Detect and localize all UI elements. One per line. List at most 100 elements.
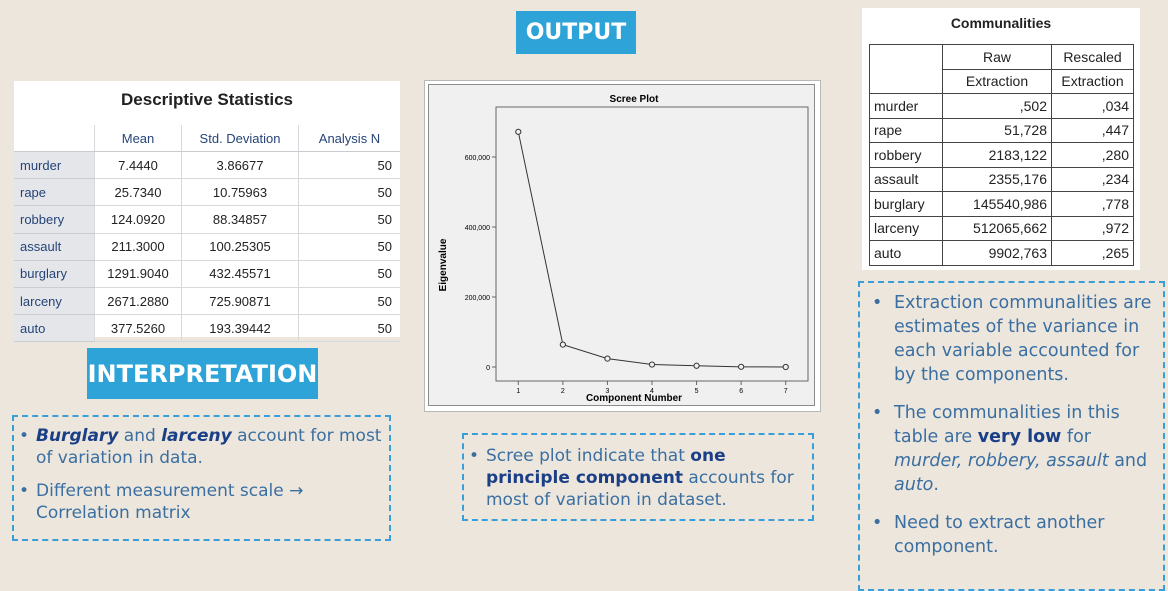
table-cell: 50 [298, 314, 400, 343]
note-text: and [1108, 451, 1148, 471]
row-label: assault [869, 166, 943, 192]
row-label: burglary [869, 191, 943, 217]
table-cell: 377.5260 [94, 314, 182, 343]
x-tick-label: 6 [739, 388, 743, 395]
table-cell: 124.0920 [94, 205, 182, 234]
table-row: murder ,502,034 [869, 93, 1134, 119]
table-cell: ,234 [1051, 166, 1134, 192]
y-tick-label: 600,000 [465, 155, 490, 162]
x-tick-label: 7 [784, 388, 788, 395]
header-rescaled-extraction: Extraction [1051, 68, 1134, 94]
interpretation-note-left: Burglary and larceny account for most of… [12, 415, 391, 541]
data-point [559, 341, 566, 348]
y-axis-label: Eigenvalue [438, 238, 449, 291]
comm-header-blank-2 [869, 69, 943, 94]
table-cell: 7.4440 [94, 151, 182, 180]
chart-title: Scree Plot [610, 94, 660, 105]
very-low-emphasis: very low [977, 427, 1062, 447]
row-label: burglary [14, 260, 95, 288]
scree-plot-svg: Scree Plot Component Number Eigenvalue 0… [438, 94, 809, 404]
variables-list: murder, robbery, assault [894, 451, 1109, 471]
row-label: assault [14, 233, 95, 261]
table-cell: ,778 [1051, 191, 1134, 217]
row-label: robbery [14, 205, 95, 234]
table-cell: 145540,986 [942, 191, 1052, 217]
communalities-group-header-row: Raw Rescaled [869, 44, 1134, 70]
table-cell: 512065,662 [942, 215, 1052, 241]
communalities-note: Extraction communalities are estimates o… [858, 281, 1165, 591]
table-cell: 50 [298, 233, 400, 261]
table-cell: 2355,176 [942, 166, 1052, 192]
row-label: murder [869, 93, 943, 119]
table-row: robbery 124.0920 88.34857 50 [14, 205, 400, 234]
data-point [782, 363, 789, 371]
note-left-item-1: Burglary and larceny account for most of… [14, 425, 389, 469]
table-cell: 50 [298, 260, 400, 288]
table-cell: 50 [298, 287, 400, 316]
table-cell: ,502 [942, 93, 1052, 119]
communalities-sub-header-row: Extraction Extraction [869, 68, 1134, 94]
note-text: account for most of variation in data. [36, 426, 382, 468]
row-label: murder [14, 151, 95, 180]
table-row: burglary 145540,986,778 [869, 191, 1134, 217]
y-tick-label: 0 [486, 365, 490, 372]
table-cell: 9902,763 [942, 240, 1052, 266]
note-right-item-2: The communalities in this table are very… [860, 401, 1163, 497]
table-cell: 432.45571 [181, 260, 299, 288]
header-mean: Mean [94, 125, 182, 152]
table-cell: 50 [298, 151, 400, 180]
interpretation-banner: INTERPRETATION [87, 348, 318, 399]
table-row: rape 51,728,447 [869, 117, 1134, 143]
note-right-item-3: Need to extract another component. [860, 511, 1163, 559]
plot-area [495, 106, 809, 382]
x-tick-label: 3 [605, 388, 609, 395]
table-row: larceny 512065,662,972 [869, 215, 1134, 241]
table-cell: 51,728 [942, 117, 1052, 143]
data-point [604, 355, 611, 362]
table-cell: 50 [298, 205, 400, 234]
table-row: assault 211.3000 100.25305 50 [14, 233, 400, 261]
table-row: assault 2355,176,234 [869, 166, 1134, 192]
descriptive-table: Mean Std. Deviation Analysis N murder 7.4… [14, 125, 400, 343]
table-cell: 211.3000 [94, 233, 182, 261]
data-point [738, 363, 745, 370]
communalities-table: Communalities Raw Rescaled Extraction Ex… [862, 8, 1140, 270]
data-point [515, 128, 522, 135]
descriptive-statistics-title: Descriptive Statistics [121, 90, 293, 109]
table-cell: ,972 [1051, 215, 1134, 241]
table-row: robbery 2183,122,280 [869, 142, 1134, 168]
table-cell: 25.7340 [94, 178, 182, 207]
x-tick-label: 1 [516, 388, 520, 395]
note-text: The communalities in this table are [894, 403, 1120, 447]
x-axis-label: Component Number [586, 393, 682, 404]
table-cell: 3.86677 [181, 151, 299, 180]
table-cell: ,265 [1051, 240, 1134, 266]
scree-plot: Scree Plot Component Number Eigenvalue 0… [428, 84, 815, 406]
header-blank [14, 125, 95, 152]
x-tick-label: 4 [650, 388, 654, 395]
row-label: larceny [14, 287, 95, 316]
table-cell: 1291.9040 [94, 260, 182, 288]
header-raw-extraction: Extraction [942, 68, 1052, 94]
table-cell: 725.90871 [181, 287, 299, 316]
one-principle-component-emphasis: one principle component [486, 446, 726, 488]
communalities-title: Communalities [950, 15, 1052, 31]
note-text: . [933, 475, 939, 495]
table-cell: 88.34857 [181, 205, 299, 234]
header-std-deviation: Std. Deviation [181, 125, 299, 152]
larceny-emphasis: larceny [161, 426, 232, 446]
header-rescaled: Rescaled [1051, 44, 1134, 70]
header-raw: Raw [942, 44, 1052, 70]
row-label: auto [869, 240, 943, 266]
header-analysis-n: Analysis N [298, 125, 400, 152]
row-label: rape [869, 117, 943, 143]
note-mid-item: Scree plot indicate that one principle c… [464, 445, 812, 511]
table-cell: ,447 [1051, 117, 1134, 143]
burglary-emphasis: Burglary [36, 426, 119, 446]
descriptive-header-row: Mean Std. Deviation Analysis N [14, 125, 400, 152]
note-text: for [1061, 427, 1091, 447]
y-tick-label: 200,000 [465, 295, 490, 302]
table-row: rape 25.7340 10.75963 50 [14, 178, 400, 207]
table-row: murder 7.4440 3.86677 50 [14, 151, 400, 180]
output-banner: OUTPUT [516, 11, 636, 54]
